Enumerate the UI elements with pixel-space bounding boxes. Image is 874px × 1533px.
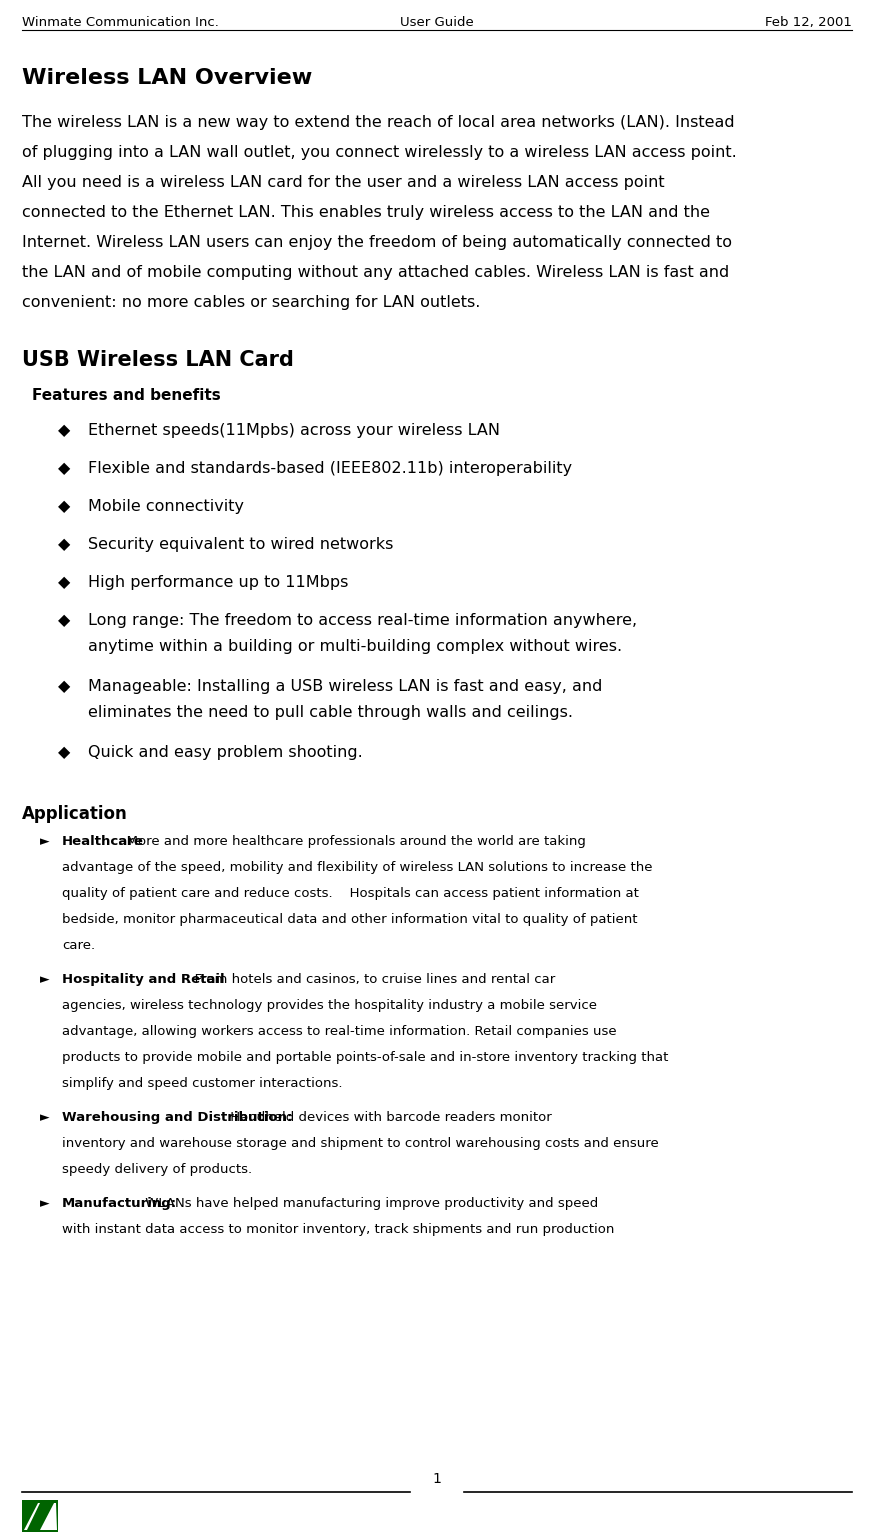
Text: Features and benefits: Features and benefits [32,388,221,403]
Text: All you need is a wireless LAN card for the user and a wireless LAN access point: All you need is a wireless LAN card for … [22,175,664,190]
Text: Mobile connectivity: Mobile connectivity [88,500,244,514]
Text: Hospitality and Retail: Hospitality and Retail [62,973,225,986]
Text: ►: ► [40,1111,50,1124]
Text: Winmate Communication Inc.: Winmate Communication Inc. [22,15,218,29]
Polygon shape [40,1502,57,1530]
Text: inventory and warehouse storage and shipment to control warehousing costs and en: inventory and warehouse storage and ship… [62,1137,659,1150]
Text: care.: care. [62,940,95,952]
Text: agencies, wireless technology provides the hospitality industry a mobile service: agencies, wireless technology provides t… [62,1000,597,1012]
Text: User Guide: User Guide [400,15,474,29]
Text: ◆: ◆ [58,679,70,694]
Text: quality of patient care and reduce costs.    Hospitals can access patient inform: quality of patient care and reduce costs… [62,888,639,900]
Text: the LAN and of mobile computing without any attached cables. Wireless LAN is fas: the LAN and of mobile computing without … [22,265,729,281]
Text: eliminates the need to pull cable through walls and ceilings.: eliminates the need to pull cable throug… [88,705,573,721]
Text: Warehousing and Distribution:: Warehousing and Distribution: [62,1111,293,1124]
Bar [22,1499,58,1531]
Text: 1: 1 [433,1472,441,1485]
Text: speedy delivery of products.: speedy delivery of products. [62,1164,252,1176]
Text: Wireless LAN Overview: Wireless LAN Overview [22,67,312,87]
Text: Long range: The freedom to access real-time information anywhere,: Long range: The freedom to access real-t… [88,613,637,629]
Text: Ethernet speeds(11Mpbs) across your wireless LAN: Ethernet speeds(11Mpbs) across your wire… [88,423,500,438]
Text: ◆: ◆ [58,575,70,590]
Text: USB Wireless LAN Card: USB Wireless LAN Card [22,350,294,369]
Text: Quick and easy problem shooting.: Quick and easy problem shooting. [88,745,363,760]
Text: ◆: ◆ [58,745,70,760]
Text: ◆: ◆ [58,500,70,514]
Text: : More and more healthcare professionals around the world are taking: : More and more healthcare professionals… [119,835,586,848]
Text: Handheld devices with barcode readers monitor: Handheld devices with barcode readers mo… [225,1111,551,1124]
Text: of plugging into a LAN wall outlet, you connect wirelessly to a wireless LAN acc: of plugging into a LAN wall outlet, you … [22,146,737,159]
Text: with instant data access to monitor inventory, track shipments and run productio: with instant data access to monitor inve… [62,1223,614,1236]
Text: Manufacturing:: Manufacturing: [62,1197,177,1210]
Text: WLANs have helped manufacturing improve productivity and speed: WLANs have helped manufacturing improve … [141,1197,599,1210]
Text: ◆: ◆ [58,423,70,438]
Text: bedside, monitor pharmaceutical data and other information vital to quality of p: bedside, monitor pharmaceutical data and… [62,914,637,926]
Text: convenient: no more cables or searching for LAN outlets.: convenient: no more cables or searching … [22,294,481,310]
Text: The wireless LAN is a new way to extend the reach of local area networks (LAN). : The wireless LAN is a new way to extend … [22,115,735,130]
Text: ◆: ◆ [58,613,70,629]
Text: connected to the Ethernet LAN. This enables truly wireless access to the LAN and: connected to the Ethernet LAN. This enab… [22,205,710,221]
Text: High performance up to 11Mbps: High performance up to 11Mbps [88,575,349,590]
Text: Manageable: Installing a USB wireless LAN is fast and easy, and: Manageable: Installing a USB wireless LA… [88,679,602,694]
Text: Application: Application [22,805,128,823]
Text: Internet. Wireless LAN users can enjoy the freedom of being automatically connec: Internet. Wireless LAN users can enjoy t… [22,235,732,250]
Text: ►: ► [40,1197,50,1210]
Text: : From hotels and casinos, to cruise lines and rental car: : From hotels and casinos, to cruise lin… [186,973,556,986]
Text: products to provide mobile and portable points-of-sale and in-store inventory tr: products to provide mobile and portable … [62,1052,669,1064]
Text: ►: ► [40,835,50,848]
Text: Security equivalent to wired networks: Security equivalent to wired networks [88,537,393,552]
Text: simplify and speed customer interactions.: simplify and speed customer interactions… [62,1078,343,1090]
Text: Flexible and standards-based (IEEE802.11b) interoperability: Flexible and standards-based (IEEE802.11… [88,461,572,477]
Text: ◆: ◆ [58,461,70,477]
Text: advantage of the speed, mobility and flexibility of wireless LAN solutions to in: advantage of the speed, mobility and fle… [62,862,653,874]
Text: Feb 12, 2001: Feb 12, 2001 [765,15,852,29]
Text: anytime within a building or multi-building complex without wires.: anytime within a building or multi-build… [88,639,622,655]
Text: advantage, allowing workers access to real-time information. Retail companies us: advantage, allowing workers access to re… [62,1026,617,1038]
Text: Healthcare: Healthcare [62,835,144,848]
Text: ►: ► [40,973,50,986]
Text: ◆: ◆ [58,537,70,552]
Polygon shape [24,1502,40,1530]
